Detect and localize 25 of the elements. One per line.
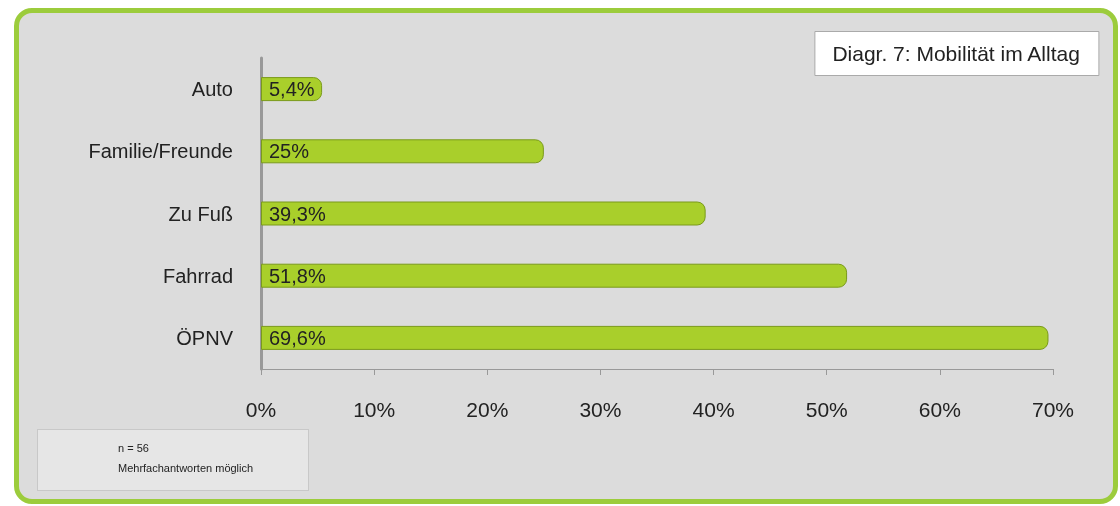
text: n = 56 <box>118 442 149 454</box>
x-tick-label: 0% <box>245 398 277 421</box>
x-tick-label: 50% <box>805 398 848 421</box>
bar <box>261 201 706 226</box>
y-tick-label: ÖPNV <box>176 326 234 349</box>
data-label: 69,6% <box>269 326 326 349</box>
y-tick-label: Fahrrad <box>162 264 233 287</box>
x-tick-label: 70% <box>1031 398 1075 421</box>
data-label: 39,3% <box>269 202 326 225</box>
bar <box>261 325 1049 350</box>
x-tick-label: 10% <box>353 398 396 421</box>
bar <box>261 139 544 164</box>
x-tick-label: 30% <box>579 398 622 421</box>
x-tick-label: 60% <box>918 398 961 421</box>
y-tick-label: Familie/Freunde <box>88 140 233 163</box>
x-tick-label: 40% <box>692 398 735 421</box>
y-tick-label: Auto <box>191 78 233 101</box>
text: Mehrfachantworten möglich <box>118 462 254 474</box>
bar <box>261 263 848 288</box>
chart-title: Diagr. 7: Mobilität im Alltag <box>832 42 1080 65</box>
x-tick-label: 20% <box>466 398 509 421</box>
data-label: 5,4% <box>269 78 315 101</box>
data-label: 51,8% <box>269 264 326 287</box>
data-label: 25% <box>269 140 310 163</box>
y-tick-label: Zu Fuß <box>168 202 233 225</box>
